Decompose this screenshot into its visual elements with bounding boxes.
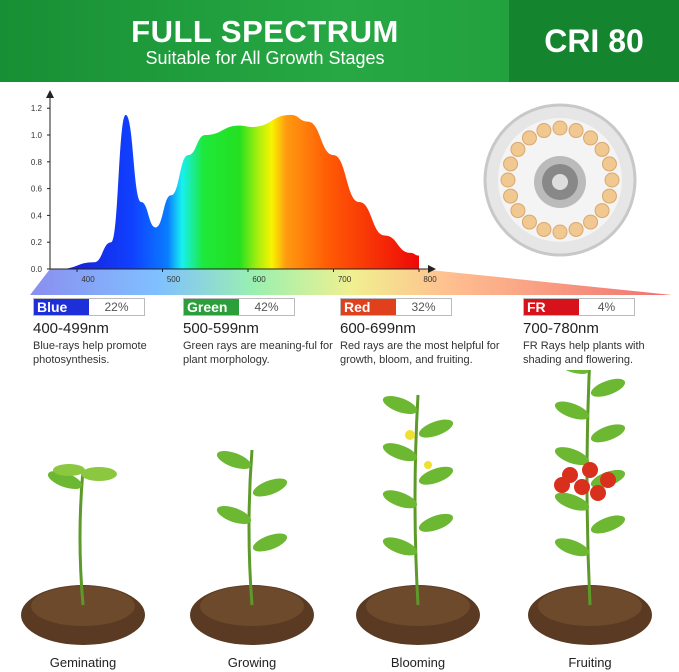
x-tick-label: 500 [167, 275, 181, 284]
band-description: Red rays are the most helpful for growth… [340, 340, 500, 366]
led-icon [536, 221, 552, 237]
led-icon [583, 130, 599, 146]
x-tick-label: 800 [423, 275, 437, 284]
y-tick-label: 0.2 [31, 238, 43, 247]
title: FULL SPECTRUM [131, 14, 399, 49]
led-icon [521, 130, 537, 146]
band-card-green: Green 42% 500-599nm Green rays are meanin… [183, 298, 343, 367]
band-percent: 32% [411, 300, 436, 314]
header-banner: FULL SPECTRUM Suitable for All Growth St… [0, 0, 679, 82]
band-percent: 42% [254, 300, 279, 314]
band-description: Blue-rays help promote photosynthesis. [33, 340, 147, 366]
led-icon [568, 123, 584, 139]
band-card-fr: FR 4% 700-780nm FR Rays help plants with … [523, 298, 679, 367]
led-icon [503, 188, 519, 204]
band-card-blue: Blue 22% 400-499nm Blue-rays help promote… [33, 298, 193, 367]
band-description: FR Rays help plants with shading and flo… [523, 340, 645, 366]
band-range: 500-599nm [183, 320, 259, 337]
x-tick-label: 700 [338, 275, 352, 284]
led-icon [583, 214, 599, 230]
band-share: Green 42% [183, 298, 295, 316]
y-tick-label: 0.8 [31, 158, 43, 167]
led-icon [500, 172, 516, 188]
led-icon [552, 120, 568, 136]
plant-geminating [21, 464, 145, 645]
spectrum-curve [59, 114, 420, 269]
band-name: Red [341, 299, 396, 315]
band-card-red: Red 32% 600-699nm Red rays are the most h… [340, 298, 500, 367]
lamp-image [483, 103, 637, 257]
led-icon [503, 156, 519, 172]
band-share: Red 32% [340, 298, 452, 316]
led-icon [552, 224, 568, 240]
stage-label: Fruiting [568, 655, 612, 670]
band-description: Green rays are meaning-ful for plant mor… [183, 340, 333, 366]
stage-label: Blooming [390, 655, 446, 670]
band-name: Green [184, 299, 239, 315]
led-icon [594, 141, 610, 157]
spectrum-chart: 0.0 0.2 0.4 0.6 0.8 1.0 1.2 400 500 600 700 800 [30, 90, 672, 295]
band-range: 600-699nm [340, 320, 416, 337]
y-tick-label: 1.0 [31, 131, 43, 140]
led-icon [601, 188, 617, 204]
led-icon [510, 141, 526, 157]
led-icon [521, 214, 537, 230]
plant-fruiting [528, 370, 652, 645]
led-icon [536, 123, 552, 139]
x-axis-arrow [428, 265, 436, 273]
led-icon [568, 221, 584, 237]
band-percent: 4% [597, 300, 616, 314]
plant-growing [190, 449, 314, 645]
spectrum-projection [30, 269, 672, 295]
y-tick-label: 0.6 [31, 185, 43, 194]
growth-stages-illustration [21, 370, 652, 645]
plant-blooming [356, 394, 480, 645]
band-share: FR 4% [523, 298, 635, 316]
x-tick-label: 400 [81, 275, 95, 284]
band-percent: 22% [104, 300, 129, 314]
stage-label: Growing [227, 655, 277, 670]
y-tick-label: 0.4 [31, 211, 43, 220]
band-range: 700-780nm [523, 320, 599, 337]
subtitle: Suitable for All Growth Stages [145, 48, 385, 68]
led-icon [604, 172, 620, 188]
band-range: 400-499nm [33, 320, 109, 337]
x-tick-label: 600 [252, 275, 266, 284]
band-name: FR [524, 299, 579, 315]
cri-badge: CRI 80 [509, 0, 679, 82]
stage-label: Geminating [49, 655, 117, 670]
y-tick-label: 1.2 [31, 104, 43, 113]
led-icon [594, 203, 610, 219]
y-axis-arrow [46, 90, 54, 98]
led-icon [601, 156, 617, 172]
band-name: Blue [34, 299, 89, 315]
band-share: Blue 22% [33, 298, 145, 316]
led-icon [510, 203, 526, 219]
y-tick-label: 0.0 [31, 265, 43, 274]
